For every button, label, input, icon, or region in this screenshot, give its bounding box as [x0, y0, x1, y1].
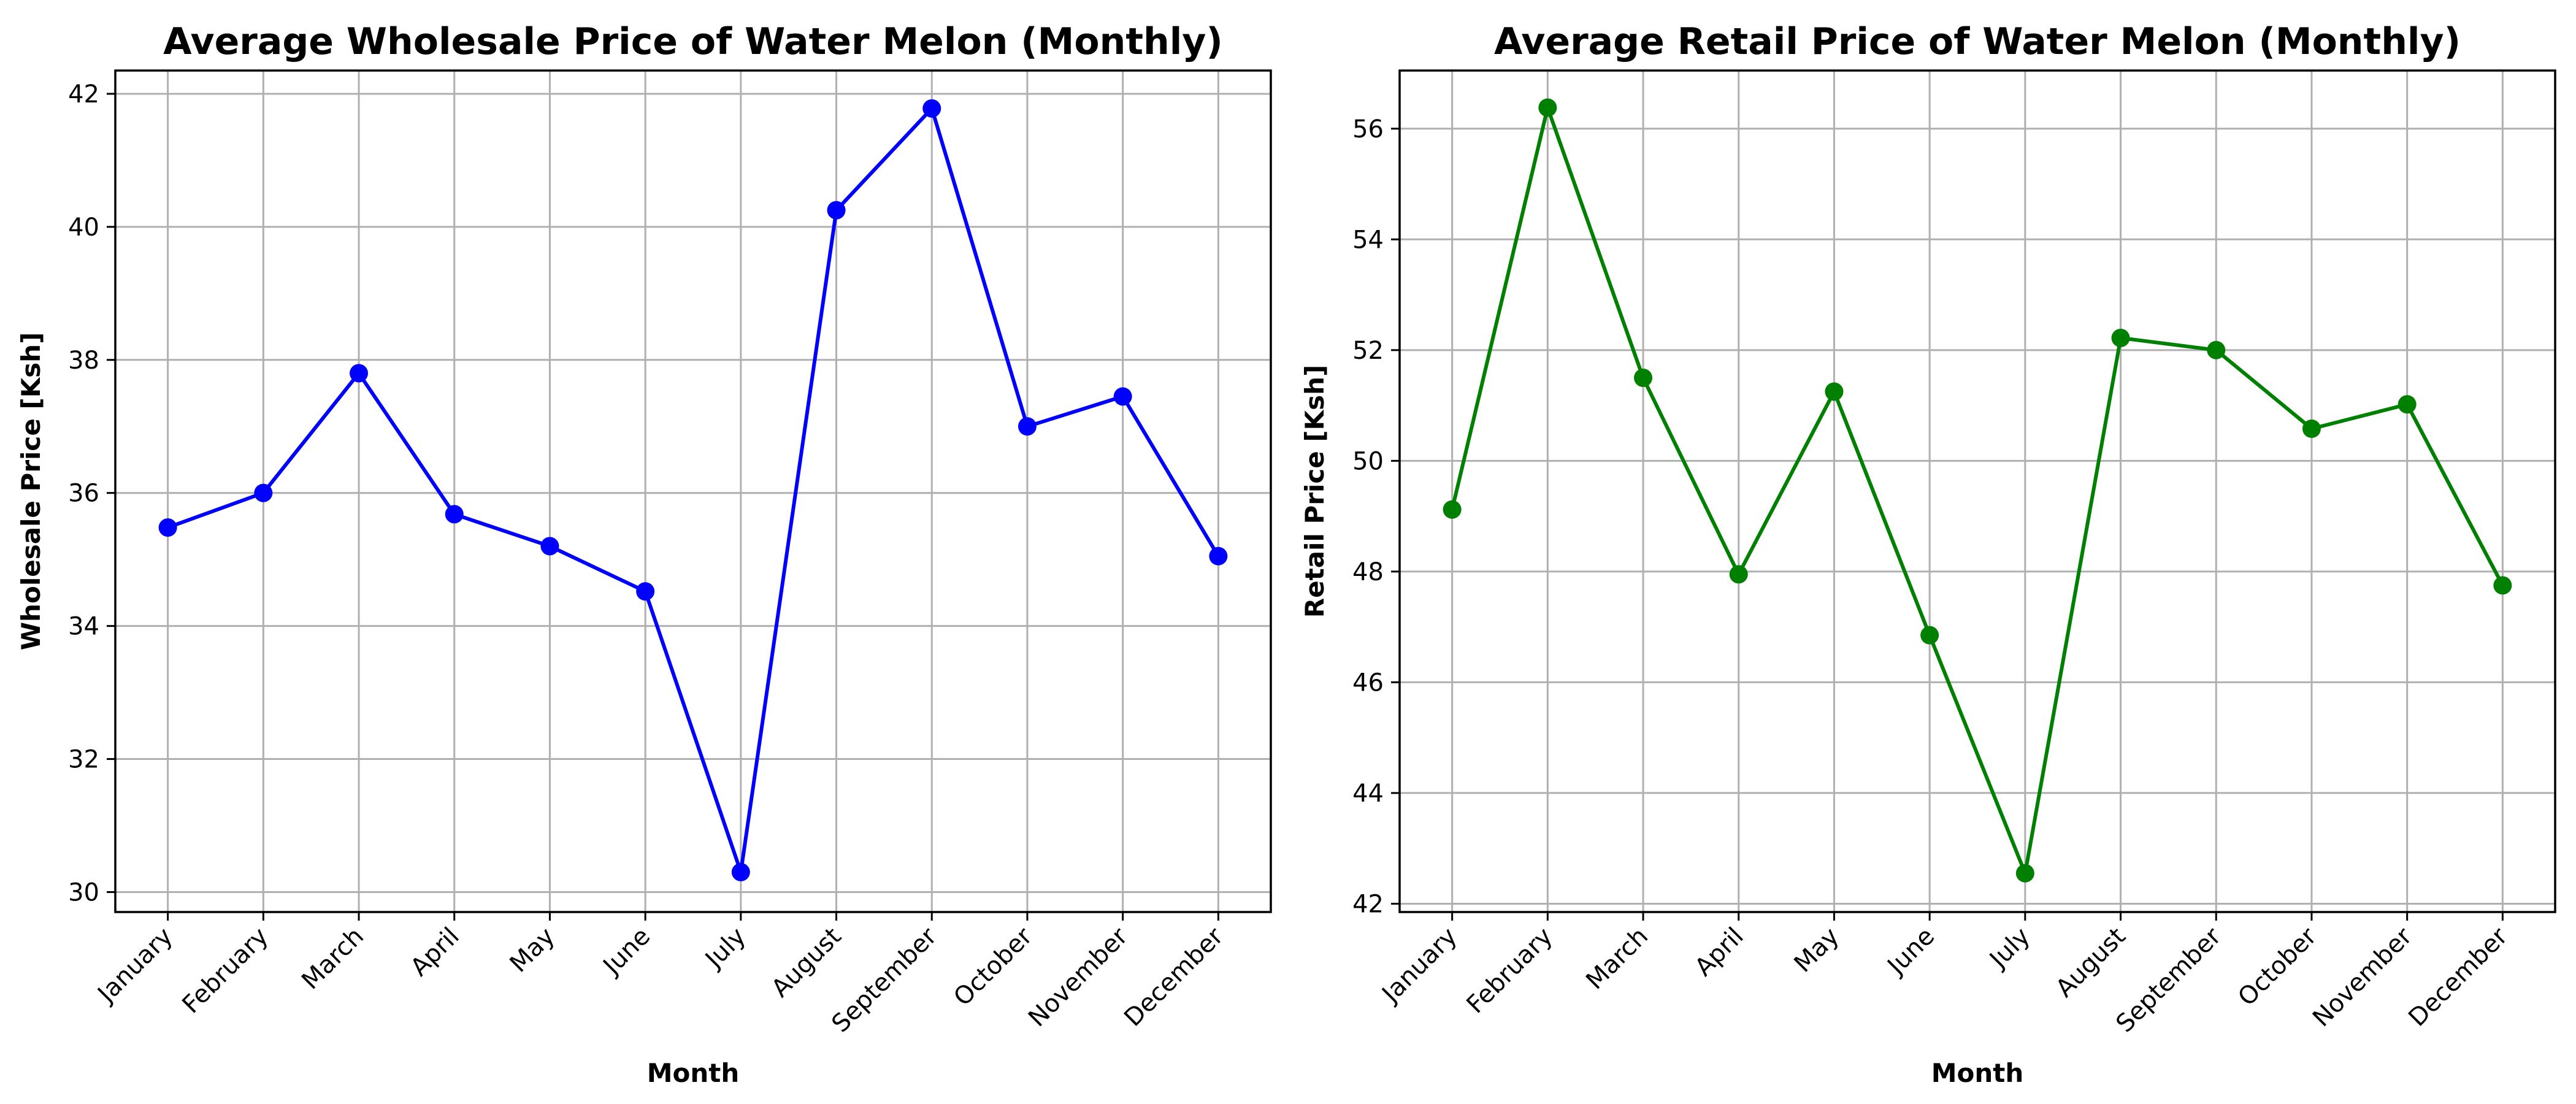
data-point [636, 582, 655, 601]
data-point [1634, 368, 1653, 387]
data-point [1825, 382, 1844, 401]
y-axis-label: Retail Price [Ksh] [1300, 365, 1330, 618]
x-axis-label: Month [647, 1058, 740, 1088]
y-tick-label: 34 [68, 613, 99, 641]
data-point [1538, 98, 1557, 117]
data-point [2015, 864, 2034, 883]
data-point [827, 201, 846, 220]
data-point [540, 537, 559, 556]
data-point [2398, 395, 2417, 414]
y-tick-label: 54 [1352, 226, 1384, 254]
y-tick-label: 36 [68, 480, 99, 508]
x-axis-label: Month [1931, 1058, 2024, 1088]
chart-title: Average Retail Price of Water Melon (Mon… [1494, 20, 2461, 63]
y-tick-label: 42 [68, 80, 99, 109]
data-point [2302, 420, 2321, 439]
series-line [1450, 105, 2505, 875]
data-point [254, 483, 273, 502]
y-tick-label: 38 [68, 347, 99, 375]
y-tick-label: 30 [68, 878, 99, 907]
y-tick-label: 42 [1352, 890, 1384, 918]
y-tick-label: 46 [1352, 669, 1384, 697]
y-tick-label: 56 [1352, 115, 1384, 144]
y-tick-label: 40 [68, 213, 99, 242]
data-point [2207, 340, 2226, 359]
data-point [1729, 565, 1748, 584]
y-tick-label: 48 [1352, 558, 1384, 586]
data-point [2493, 576, 2512, 595]
y-tick-label: 32 [68, 746, 99, 774]
data-point [1209, 546, 1228, 565]
plot-frame [114, 69, 1272, 913]
plot-frame [1398, 69, 2556, 913]
data-point [158, 518, 177, 537]
y-tick-label: 50 [1352, 447, 1384, 475]
data-point [350, 364, 369, 383]
data-point [1113, 387, 1132, 406]
series-line [167, 106, 1220, 874]
data-point [1018, 417, 1037, 436]
data-point [731, 862, 750, 881]
y-tick-label: 52 [1352, 337, 1384, 365]
data-point [1920, 626, 1939, 645]
data-point [445, 505, 464, 524]
data-point [922, 99, 941, 118]
y-tick-label: 44 [1352, 780, 1384, 808]
data-point [1443, 500, 1462, 519]
y-axis-label: Wholesale Price [Ksh] [16, 332, 46, 651]
data-point [2111, 328, 2130, 347]
chart-title: Average Wholesale Price of Water Melon (… [163, 20, 1223, 63]
